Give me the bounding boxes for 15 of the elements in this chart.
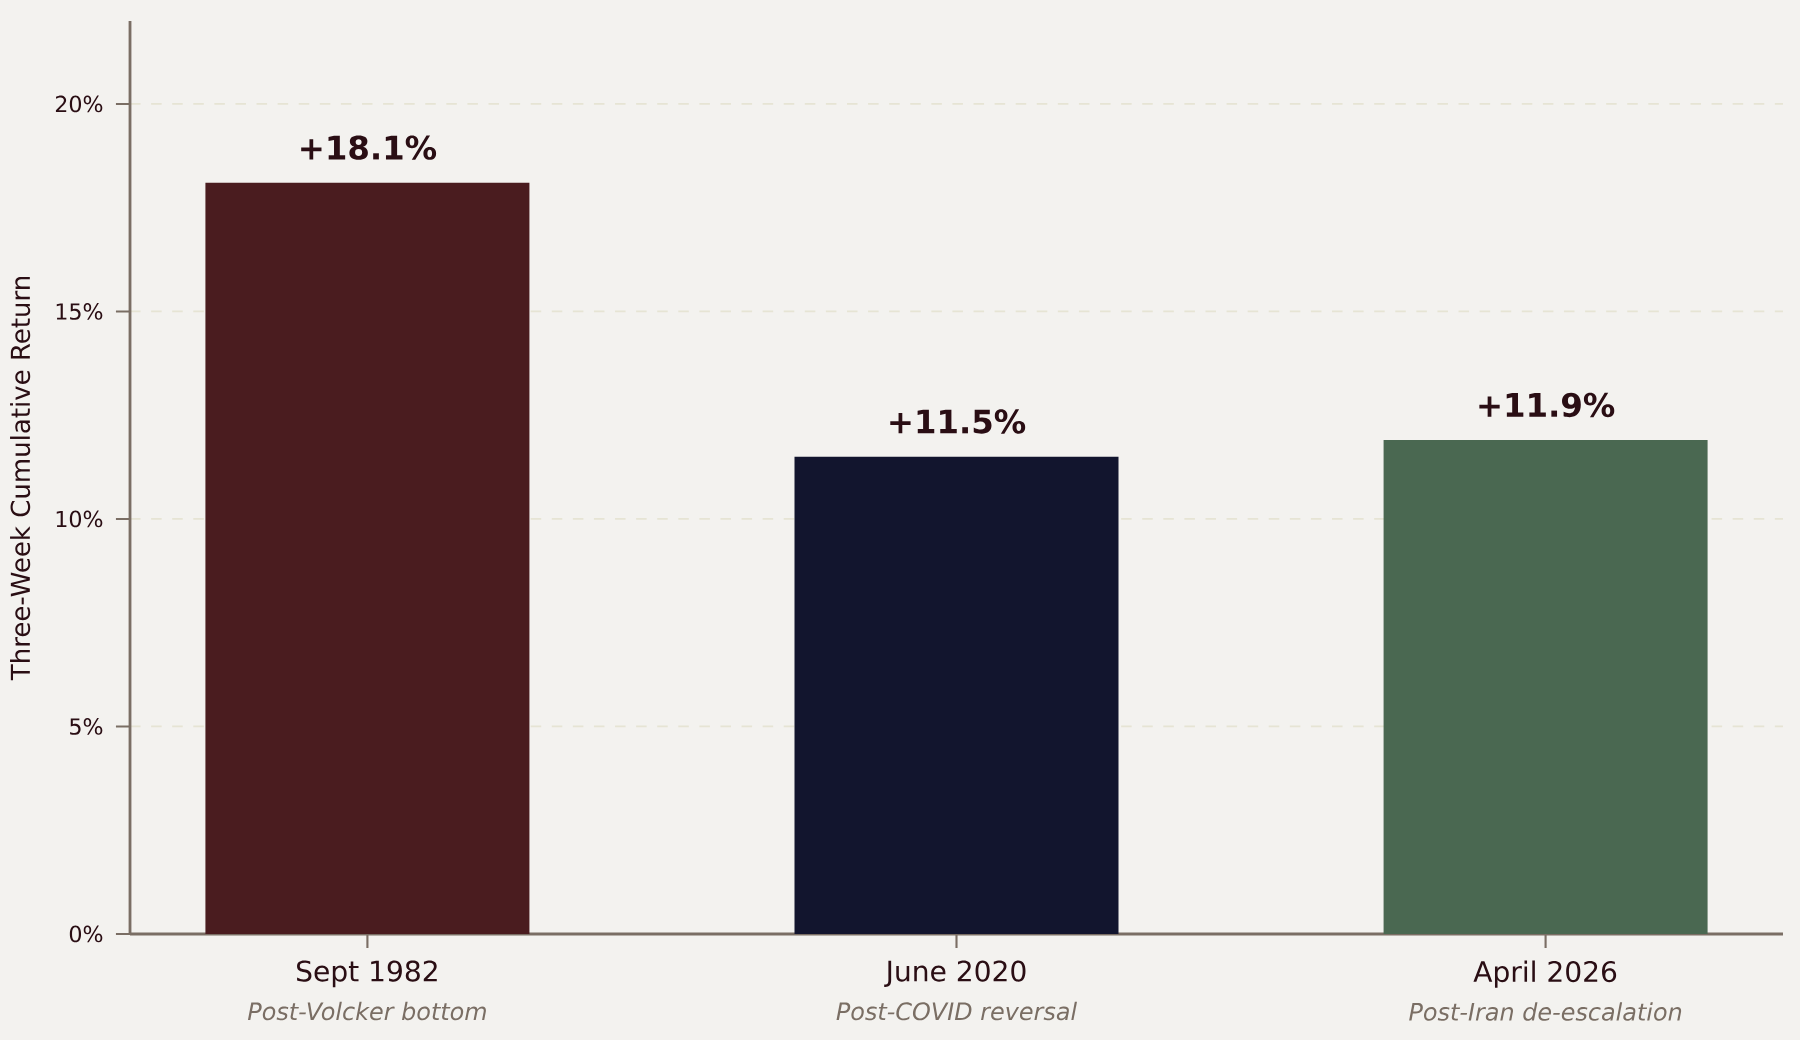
y-axis-title: Three-Week Cumulative Return	[10, 277, 31, 681]
text: Post-Volcker bottom	[247, 1001, 486, 1021]
x-tick-label: April 2026	[1473, 960, 1617, 988]
text: Post-COVID reversal	[836, 1001, 1077, 1021]
data-label: +11.5%	[890, 409, 1026, 434]
x-tick-label: Sept 1982	[297, 960, 437, 988]
text: Post-Iran de-escalation	[1409, 1002, 1682, 1021]
x-tick-label: June 2020	[884, 960, 1026, 987]
y-tick-label: 5%	[70, 718, 103, 735]
data-label: +11.9%	[1479, 392, 1615, 418]
y-tick-label: 10%	[56, 510, 103, 528]
data-label: +18.1%	[301, 135, 437, 160]
y-tick-label: 15%	[56, 303, 103, 320]
y-tick-label: 20%	[55, 95, 103, 113]
y-tick-label: 0%	[69, 925, 103, 943]
